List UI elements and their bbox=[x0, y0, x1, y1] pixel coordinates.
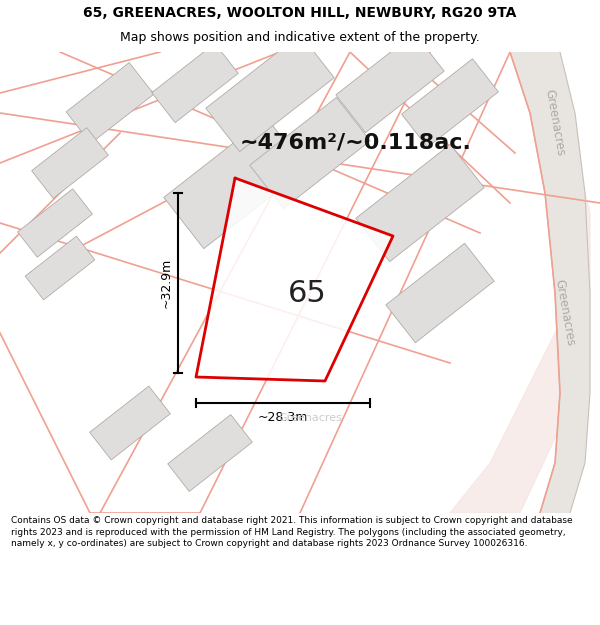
Polygon shape bbox=[66, 62, 154, 143]
Text: 65, GREENACRES, WOOLTON HILL, NEWBURY, RG20 9TA: 65, GREENACRES, WOOLTON HILL, NEWBURY, R… bbox=[83, 6, 517, 20]
Polygon shape bbox=[164, 118, 306, 249]
Polygon shape bbox=[25, 236, 95, 300]
Polygon shape bbox=[250, 98, 370, 209]
Text: 65: 65 bbox=[288, 279, 326, 308]
Polygon shape bbox=[196, 178, 393, 381]
Polygon shape bbox=[450, 52, 590, 513]
Text: Map shows position and indicative extent of the property.: Map shows position and indicative extent… bbox=[120, 31, 480, 44]
Text: ~476m²/~0.118ac.: ~476m²/~0.118ac. bbox=[240, 133, 472, 153]
Polygon shape bbox=[17, 189, 92, 257]
Polygon shape bbox=[168, 414, 252, 491]
Text: Greenacres: Greenacres bbox=[278, 413, 342, 423]
Text: Greenacres: Greenacres bbox=[553, 279, 577, 348]
Polygon shape bbox=[32, 127, 109, 198]
Text: Contains OS data © Crown copyright and database right 2021. This information is : Contains OS data © Crown copyright and d… bbox=[11, 516, 572, 548]
Text: ~28.3m: ~28.3m bbox=[258, 411, 308, 424]
Polygon shape bbox=[356, 144, 484, 262]
Polygon shape bbox=[206, 34, 334, 152]
Polygon shape bbox=[510, 52, 590, 513]
Polygon shape bbox=[336, 33, 444, 132]
Polygon shape bbox=[89, 386, 170, 460]
Polygon shape bbox=[386, 243, 494, 342]
Polygon shape bbox=[152, 43, 238, 122]
Text: ~32.9m: ~32.9m bbox=[160, 258, 173, 308]
Text: Greenacres: Greenacres bbox=[543, 89, 567, 158]
Polygon shape bbox=[401, 59, 499, 148]
